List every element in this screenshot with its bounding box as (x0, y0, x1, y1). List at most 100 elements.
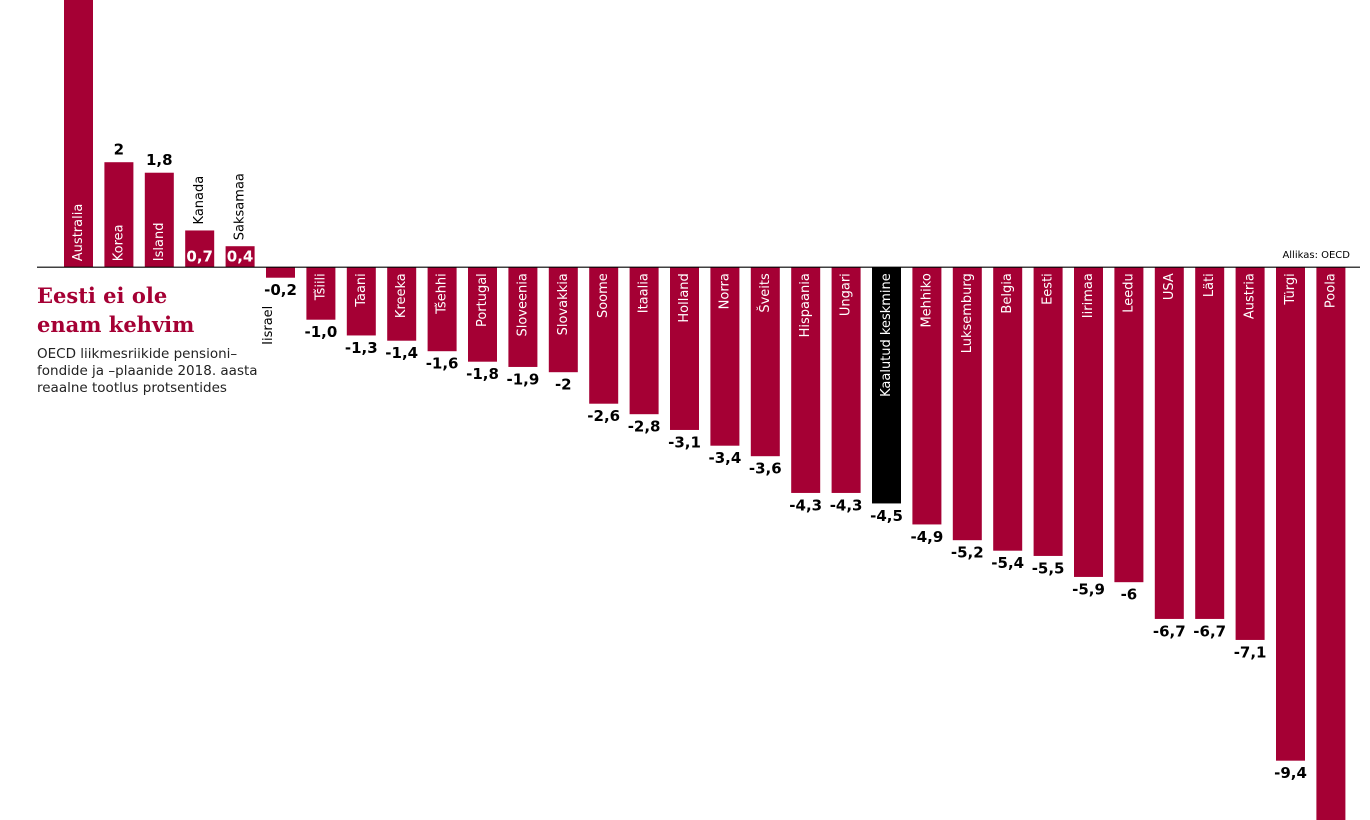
category-label: Läti (1202, 273, 1217, 297)
value-label: 2 (114, 141, 124, 159)
bar (387, 267, 417, 341)
category-label: Iisrael (261, 306, 276, 345)
category-label: Iirimaa (1081, 273, 1096, 318)
value-label: -2 (555, 376, 572, 394)
bar (872, 267, 901, 504)
value-label: 0,7 (186, 248, 213, 266)
category-label: Kanada (192, 176, 207, 225)
bar (1033, 267, 1063, 556)
category-label: Tšiili (313, 273, 328, 301)
bar (548, 267, 578, 373)
subtitle: OECD liikmesriikide pensioni– (37, 346, 237, 362)
value-label: -3,6 (749, 460, 782, 478)
bar (831, 267, 861, 493)
category-label: Soome (596, 273, 611, 318)
chart-title: enam kehvim (37, 312, 194, 337)
value-label: -1,0 (304, 323, 337, 341)
bar (104, 162, 134, 268)
category-label: Belgia (1000, 273, 1015, 313)
category-label: Leedu (1121, 273, 1136, 313)
value-label: -5,9 (1072, 580, 1105, 598)
category-label: Norra (717, 273, 732, 309)
bar (144, 172, 174, 268)
value-label: -4,3 (789, 496, 822, 514)
bar (185, 230, 215, 268)
category-label: Holland (677, 273, 692, 322)
category-label: Island (152, 223, 167, 262)
bar (589, 267, 619, 404)
bar (629, 267, 659, 415)
bar (1235, 267, 1265, 640)
bar (64, 0, 93, 268)
bar (710, 267, 740, 446)
bar (670, 267, 699, 430)
category-label: Eesti (1041, 273, 1056, 305)
value-label: -4,9 (910, 528, 943, 546)
bar (1316, 267, 1346, 820)
bar (1276, 267, 1305, 761)
bar (1114, 267, 1144, 583)
value-label: 1,8 (146, 151, 173, 169)
chart-title: Eesti ei ole (37, 283, 167, 308)
value-label: -0,2 (264, 281, 297, 299)
value-label: -1,9 (506, 370, 539, 388)
subtitle: fondide ja –plaanide 2018. aasta (37, 363, 258, 379)
bar (508, 267, 538, 367)
value-label: -5,5 (1032, 559, 1065, 577)
value-label: -6,7 (1193, 622, 1226, 640)
category-label: Austria (1243, 273, 1258, 319)
category-label: Sloveenia (515, 273, 530, 336)
value-label: -4,5 (870, 507, 903, 525)
category-label: Portugal (475, 273, 490, 327)
value-label: -3,4 (708, 449, 741, 467)
category-label: Mehhiko (919, 273, 934, 327)
value-label: -1,6 (426, 355, 459, 373)
value-label: -3,1 (668, 433, 701, 451)
category-label: Kaalutud keskmine (879, 273, 894, 397)
bar (912, 267, 942, 525)
bar (1074, 267, 1103, 577)
value-label: 0,4 (227, 248, 254, 266)
bar (750, 267, 780, 457)
category-label: Itaalia (637, 273, 652, 313)
category-label: Korea (111, 224, 126, 261)
bar (993, 267, 1023, 551)
value-label: -2,8 (628, 418, 661, 436)
value-label: -5,2 (951, 544, 984, 562)
value-label: -5,4 (991, 554, 1024, 572)
category-label: Poola (1323, 273, 1338, 308)
value-label: -1,8 (466, 365, 499, 383)
bar (952, 267, 982, 541)
category-label: Saksamaa (233, 173, 248, 240)
bar (346, 267, 376, 336)
category-label: Tšehhi (435, 273, 450, 315)
value-label: -6 (1121, 586, 1138, 604)
value-label: -9,4 (1274, 764, 1307, 782)
bar (1195, 267, 1225, 619)
bar (427, 267, 457, 352)
value-label: -7,1 (1234, 643, 1267, 661)
subtitle: reaalne tootlus protsentides (37, 380, 227, 396)
bar (1154, 267, 1184, 619)
value-label: -4,3 (830, 496, 863, 514)
bar (266, 267, 295, 278)
category-label: Australia (71, 204, 86, 262)
bar (225, 246, 255, 268)
bar (306, 267, 336, 320)
category-label: Taani (354, 273, 369, 308)
value-label: -1,4 (385, 344, 418, 362)
category-label: Türgi (1283, 273, 1298, 305)
category-label: Slovakkia (556, 273, 571, 335)
category-label: Hispaania (798, 273, 813, 337)
bar (791, 267, 821, 493)
value-label: -1,3 (345, 339, 378, 357)
category-label: USA (1162, 273, 1177, 300)
value-label: -2,6 (587, 407, 620, 425)
category-label: Luksemburg (960, 273, 975, 353)
category-label: Kreeka (394, 273, 409, 318)
category-label: Šveits (757, 273, 773, 313)
category-label: Ungari (839, 273, 854, 316)
value-label: -6,7 (1153, 622, 1186, 640)
